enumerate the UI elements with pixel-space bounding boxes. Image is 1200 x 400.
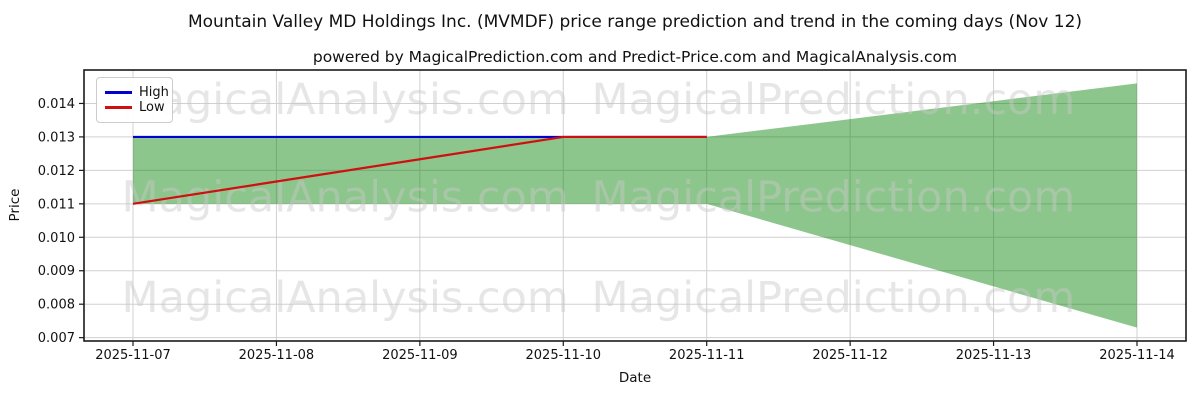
legend-label-high: High <box>139 85 169 100</box>
watermark-text: MagicalPrediction.com <box>591 75 1075 125</box>
y-tick-label: 0.009 <box>38 264 75 279</box>
legend-item-low: Low <box>105 100 165 115</box>
x-axis-label: Date <box>618 370 652 386</box>
low-line <box>132 135 707 205</box>
y-axis-label: Price <box>7 188 23 222</box>
y-tick-label: 0.010 <box>38 231 75 246</box>
x-tick-label: 2025-11-12 <box>812 348 888 363</box>
low-line-swatch <box>105 106 132 109</box>
chart-subtitle: powered by MagicalPrediction.com and Pre… <box>312 48 958 66</box>
watermark-text: MagicalPrediction.com <box>591 173 1075 223</box>
legend-label-low: Low <box>139 100 165 115</box>
watermark-text: MagicalAnalysis.com <box>122 75 569 125</box>
watermark-text: MagicalAnalysis.com <box>122 273 569 323</box>
x-tick-label: 2025-11-08 <box>239 348 315 363</box>
prediction-range-band <box>133 83 1137 328</box>
x-tick-label: 2025-11-13 <box>956 348 1032 363</box>
x-tick-label: 2025-11-11 <box>669 348 745 363</box>
y-tick-label: 0.012 <box>38 164 75 179</box>
x-tick-label: 2025-11-14 <box>1099 348 1175 363</box>
high-line-swatch <box>105 91 132 94</box>
chart-title: Mountain Valley MD Holdings Inc. (MVMDF)… <box>187 12 1083 32</box>
y-tick-label: 0.013 <box>38 130 75 145</box>
watermark-text: MagicalPrediction.com <box>591 273 1075 323</box>
plot-border <box>83 69 1187 342</box>
y-tick-label: 0.007 <box>38 331 75 346</box>
x-tick-label: 2025-11-09 <box>382 348 458 363</box>
y-tick-label: 0.008 <box>38 298 75 313</box>
y-tick-label: 0.014 <box>38 97 75 112</box>
x-tick-label: 2025-11-07 <box>95 348 171 363</box>
legend-item-high: High <box>105 85 169 100</box>
watermark-text: MagicalAnalysis.com <box>122 173 569 223</box>
x-tick-label: 2025-11-10 <box>526 348 602 363</box>
legend: High Low <box>96 77 173 123</box>
y-tick-label: 0.011 <box>38 197 75 212</box>
